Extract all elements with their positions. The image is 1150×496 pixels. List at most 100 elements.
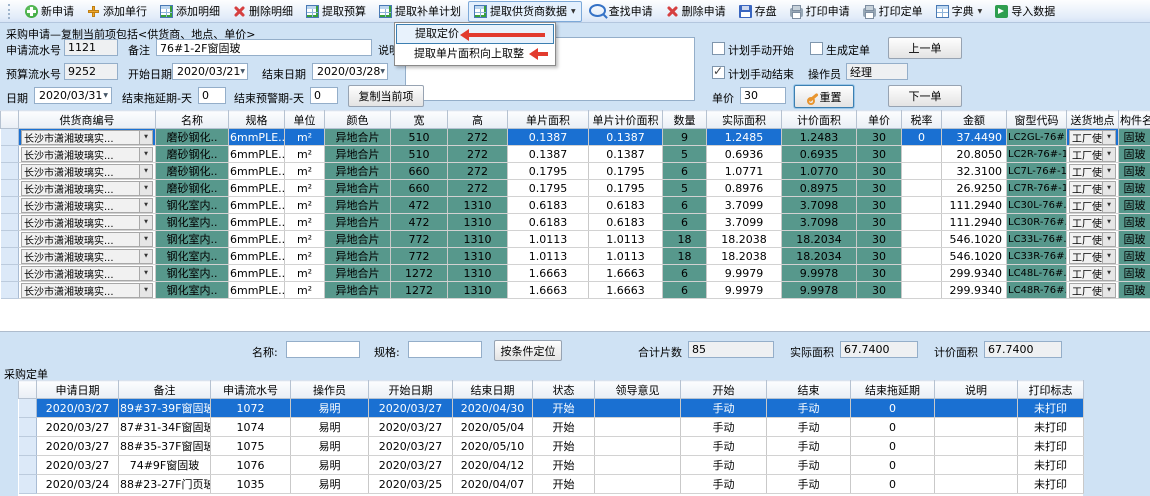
table-cell[interactable]: 2020/03/27 — [36, 436, 119, 456]
table-cell[interactable] — [594, 398, 681, 418]
row-selector-cell[interactable] — [0, 213, 19, 231]
supplier-combo[interactable]: 长沙市潇湘玻璃实... ▼ — [21, 129, 153, 145]
table-cell[interactable] — [901, 264, 942, 282]
table-cell[interactable]: 3.7099 — [706, 213, 782, 231]
table-cell[interactable]: 0 — [850, 417, 935, 437]
column-header[interactable]: 送货地点 — [1066, 110, 1119, 129]
table-cell[interactable]: 74#9F窗固玻 — [118, 455, 211, 475]
table-cell[interactable]: 固玻 — [1118, 213, 1150, 231]
table-cell[interactable]: 固玻 — [1118, 179, 1150, 197]
table-cell[interactable]: 手动 — [766, 474, 851, 494]
table-cell[interactable]: 1.2483 — [781, 128, 857, 146]
table-cell[interactable]: 0 — [850, 474, 935, 494]
table-cell[interactable]: 0 — [850, 398, 935, 418]
table-cell[interactable]: 2020/03/24 — [36, 474, 119, 494]
table-cell[interactable]: m² — [284, 145, 325, 163]
table-cell[interactable]: 钢化室内.. — [155, 213, 229, 231]
table-cell[interactable]: 手动 — [680, 417, 767, 437]
row-selector-cell[interactable] — [0, 145, 19, 163]
row-selector-cell[interactable] — [0, 264, 19, 282]
table-cell[interactable]: 299.9340 — [941, 281, 1007, 299]
table-cell[interactable]: 0.1387 — [588, 128, 663, 146]
table-cell[interactable]: 1.0113 — [588, 230, 663, 248]
column-header[interactable]: 领导意见 — [594, 380, 681, 399]
table-cell[interactable]: 0.1387 — [507, 145, 589, 163]
table-cell[interactable]: LC33R-76#.. — [1006, 247, 1067, 265]
table-cell[interactable]: 472 — [390, 196, 448, 214]
table-cell[interactable]: 9.9979 — [706, 264, 782, 282]
table-cell[interactable]: 工厂使用▼ — [1066, 179, 1119, 197]
table-cell[interactable] — [901, 145, 942, 163]
row-selector-cell[interactable] — [0, 281, 19, 299]
column-header[interactable]: 申请流水号 — [210, 380, 291, 399]
delivery-combo[interactable]: 工厂使用▼ — [1069, 163, 1116, 179]
table-cell[interactable]: 6 — [662, 264, 707, 282]
supplier-combo[interactable]: 长沙市潇湘玻璃实... ▼ — [21, 163, 153, 179]
table-cell[interactable]: 546.1020 — [941, 230, 1007, 248]
column-header[interactable]: 金额 — [941, 110, 1007, 129]
table-cell[interactable]: 手动 — [680, 474, 767, 494]
toolbar-button-5[interactable]: 提取预算 — [300, 1, 372, 22]
table-cell[interactable]: 3.7099 — [706, 196, 782, 214]
date-picker[interactable]: 2020/03/31 ▼ — [34, 87, 112, 104]
column-header[interactable]: 单价 — [856, 110, 902, 129]
column-header[interactable]: 实际面积 — [706, 110, 782, 129]
table-cell[interactable] — [934, 417, 1018, 437]
table-cell[interactable] — [594, 436, 681, 456]
supplier-combo[interactable]: 长沙市潇湘玻璃实... ▼ — [21, 231, 153, 247]
toolbar-button-3[interactable]: 添加明细 — [154, 1, 226, 22]
table-cell[interactable]: 6 — [662, 196, 707, 214]
table-cell[interactable]: 长沙市潇湘玻璃实... ▼ — [18, 213, 156, 231]
table-cell[interactable]: 异地合片 — [324, 179, 391, 197]
table-cell[interactable]: 87#31-34F窗固玻 — [118, 417, 211, 437]
table-cell[interactable]: 异地合片 — [324, 230, 391, 248]
table-cell[interactable]: 32.3100 — [941, 162, 1007, 180]
menu-item-2[interactable]: 提取单片面积向上取整 — [396, 44, 554, 64]
start-date-picker[interactable]: 2020/03/21 ▼ — [172, 63, 248, 80]
table-cell[interactable]: 0.1795 — [588, 179, 663, 197]
column-header[interactable]: 税率 — [901, 110, 942, 129]
table-cell[interactable]: 1.6663 — [507, 264, 589, 282]
table-cell[interactable]: 510 — [390, 145, 448, 163]
table-cell[interactable]: 2020/05/10 — [452, 436, 533, 456]
reset-button[interactable]: 重置 — [794, 85, 854, 108]
table-cell[interactable]: 长沙市潇湘玻璃实... ▼ — [18, 128, 156, 146]
table-cell[interactable]: 299.9340 — [941, 264, 1007, 282]
table-cell[interactable]: 磨砂钢化.. — [155, 162, 229, 180]
row-selector-cell[interactable] — [18, 417, 37, 437]
table-cell[interactable]: 0.1795 — [507, 162, 589, 180]
table-cell[interactable]: m² — [284, 128, 325, 146]
table-cell[interactable]: 30 — [856, 264, 902, 282]
table-cell[interactable]: LC48L-76#.. — [1006, 264, 1067, 282]
table-cell[interactable]: 工厂使用▼ — [1066, 128, 1119, 146]
menu-item-1[interactable]: 提取定价 — [396, 24, 554, 44]
column-header[interactable]: 开始 — [680, 380, 767, 399]
name-filter-field[interactable] — [286, 341, 360, 358]
table-cell[interactable]: 0 — [901, 128, 942, 146]
delivery-combo[interactable]: 工厂使用▼ — [1069, 282, 1116, 298]
column-header[interactable]: 供货商编号 — [18, 110, 156, 129]
table-cell[interactable]: 磨砂钢化.. — [155, 128, 229, 146]
previous-order-button[interactable]: 上一单 — [888, 37, 962, 59]
table-cell[interactable]: m² — [284, 247, 325, 265]
table-cell[interactable]: 660 — [390, 179, 448, 197]
table-cell[interactable]: 长沙市潇湘玻璃实... ▼ — [18, 145, 156, 163]
column-header[interactable]: 开始日期 — [368, 380, 453, 399]
table-cell[interactable]: m² — [284, 281, 325, 299]
table-cell[interactable]: 工厂使用▼ — [1066, 145, 1119, 163]
table-cell[interactable]: 272 — [447, 179, 508, 197]
toolbar-button-11[interactable]: 打印申请 — [784, 1, 856, 22]
column-header[interactable]: 备注 — [118, 380, 211, 399]
table-cell[interactable] — [594, 474, 681, 494]
table-cell[interactable]: 37.4490 — [941, 128, 1007, 146]
next-order-button[interactable]: 下一单 — [888, 85, 962, 107]
table-cell[interactable]: 1.0113 — [507, 247, 589, 265]
table-cell[interactable]: 1.2485 — [706, 128, 782, 146]
table-cell[interactable]: 异地合片 — [324, 196, 391, 214]
column-header[interactable]: 结束拖延期 — [850, 380, 935, 399]
table-cell[interactable]: 易明 — [290, 417, 369, 437]
delivery-combo[interactable]: 工厂使用▼ — [1069, 146, 1116, 162]
table-cell[interactable]: 30 — [856, 230, 902, 248]
table-cell[interactable]: 长沙市潇湘玻璃实... ▼ — [18, 230, 156, 248]
toolbar-button-4[interactable]: 删除明细 — [227, 1, 299, 22]
